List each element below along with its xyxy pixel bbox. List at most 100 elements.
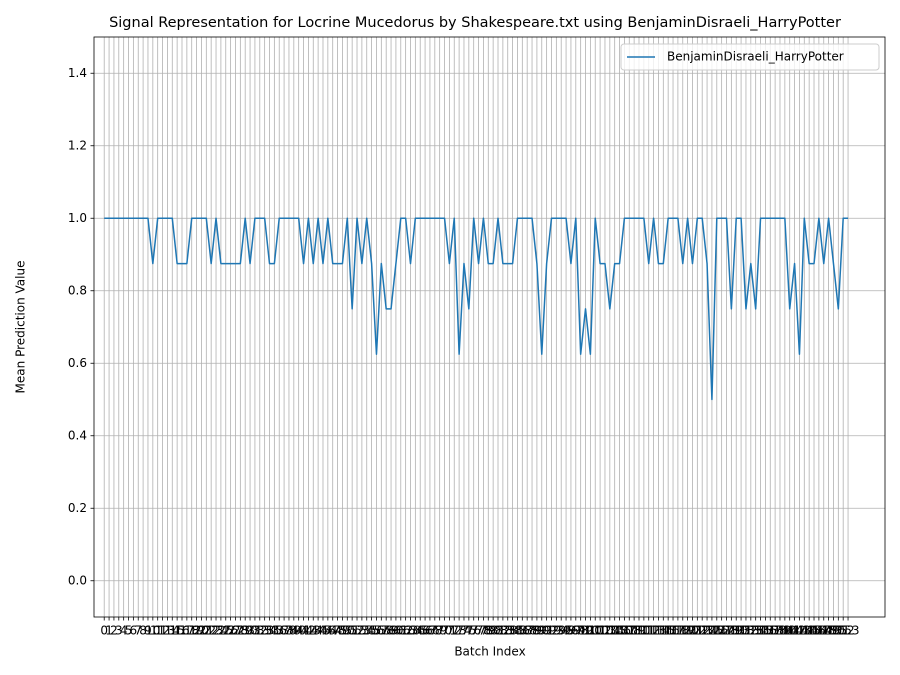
x-tick-label: 132 [735, 624, 758, 638]
x-tick-label: 75 [461, 624, 476, 638]
x-tick-label: 141 [778, 624, 801, 638]
x-tick-label: 124 [696, 624, 719, 638]
y-tick-label: 1.2 [68, 138, 87, 152]
y-tick-label: 0.6 [68, 356, 87, 370]
x-tick-label: 126 [705, 624, 728, 638]
y-tick-label: 0.0 [68, 573, 87, 587]
x-tick-label: 142 [783, 624, 806, 638]
x-tick-label: 147 [807, 624, 830, 638]
x-tick-label: 53 [354, 624, 369, 638]
x-tick-label: 88 [524, 624, 539, 638]
x-tick-label: 40 [291, 624, 306, 638]
x-tick-label: 63 [403, 624, 418, 638]
x-tick-label: 145 [798, 624, 821, 638]
x-tick-label: 70 [437, 624, 452, 638]
x-tick-label: 31 [247, 624, 262, 638]
x-tick-label: 90 [534, 624, 549, 638]
y-axis-label: Mean Prediction Value [14, 261, 28, 394]
x-tick-label: 42 [301, 624, 316, 638]
y-tick-label: 0.8 [68, 283, 87, 297]
x-tick-label: 23 [208, 624, 223, 638]
x-tick-label: 28 [233, 624, 248, 638]
x-tick-label: 29 [238, 624, 253, 638]
x-tick-label: 80 [486, 624, 501, 638]
x-tick-label: 36 [272, 624, 287, 638]
x-tick-label: 47 [325, 624, 340, 638]
x-tick-label: 43 [306, 624, 321, 638]
x-tick-label: 143 [788, 624, 811, 638]
x-tick-label: 39 [286, 624, 301, 638]
x-tick-label: 87 [520, 624, 535, 638]
x-tick-label: 0 [100, 624, 108, 638]
x-tick-label: 50 [340, 624, 355, 638]
x-tick-label: 135 [749, 624, 772, 638]
x-tick-label: 103 [594, 624, 617, 638]
x-tick-label: 95 [558, 624, 573, 638]
x-tick-label: 30 [242, 624, 257, 638]
chart-title: Signal Representation for Locrine Mucedo… [109, 15, 841, 31]
x-tick-label: 152 [832, 624, 855, 638]
x-tick-label: 150 [822, 624, 845, 638]
x-tick-label: 136 [754, 624, 777, 638]
x-tick-label: 97 [568, 624, 583, 638]
legend-box [620, 43, 880, 71]
x-tick-label: 27 [228, 624, 243, 638]
x-tick-label: 99 [578, 624, 593, 638]
x-tick-label: 51 [345, 624, 360, 638]
x-axis-label: Batch Index [454, 645, 525, 659]
x-tick-label: 68 [427, 624, 442, 638]
x-tick-label: 123 [691, 624, 714, 638]
x-tick-label: 84 [505, 624, 520, 638]
x-tick-label: 18 [184, 624, 199, 638]
legend: BenjaminDisraeli_HarryPotter [620, 43, 880, 71]
x-tick-label: 26 [223, 624, 238, 638]
x-tick-label: 33 [257, 624, 272, 638]
x-tick-label: 113 [642, 624, 665, 638]
x-tick-label: 85 [510, 624, 525, 638]
x-tick-label: 83 [500, 624, 515, 638]
x-tick-label: 107 [613, 624, 636, 638]
x-tick-label: 52 [349, 624, 364, 638]
x-tick-label: 8 [139, 624, 147, 638]
y-tick-label: 1.4 [68, 66, 87, 80]
x-tick-label: 69 [432, 624, 447, 638]
x-tick-label: 41 [296, 624, 311, 638]
x-tick-label: 104 [598, 624, 621, 638]
x-tick-label: 114 [647, 624, 670, 638]
x-tick-label: 4 [120, 624, 128, 638]
x-tick-label: 129 [720, 624, 743, 638]
x-tick-label: 108 [618, 624, 641, 638]
x-tick-label: 20 [194, 624, 209, 638]
x-tick-label: 64 [408, 624, 423, 638]
x-tick-label: 44 [310, 624, 325, 638]
x-tick-label: 66 [417, 624, 432, 638]
x-tick-label: 138 [764, 624, 787, 638]
x-tick-label: 89 [529, 624, 544, 638]
x-tick-label: 127 [710, 624, 733, 638]
x-tick-label: 128 [715, 624, 738, 638]
x-tick-label: 140 [773, 624, 796, 638]
x-tick-label: 32 [252, 624, 267, 638]
x-tick-label: 12 [155, 624, 170, 638]
x-tick-label: 48 [330, 624, 345, 638]
x-tick-label: 102 [589, 624, 612, 638]
x-tick-label: 92 [544, 624, 559, 638]
y-tick-label: 1.0 [68, 211, 87, 225]
x-tick-label: 93 [549, 624, 564, 638]
x-tick-label: 109 [623, 624, 646, 638]
x-tick-label: 86 [515, 624, 530, 638]
x-tick-label: 76 [466, 624, 481, 638]
x-tick-label: 56 [369, 624, 384, 638]
x-tick-label: 16 [174, 624, 189, 638]
x-tick-label: 100 [579, 624, 602, 638]
y-tick-label: 0.4 [68, 428, 87, 442]
x-tick-label: 98 [573, 624, 588, 638]
x-tick-label: 77 [471, 624, 486, 638]
x-tick-label: 125 [700, 624, 723, 638]
x-tick-label: 72 [447, 624, 462, 638]
x-tick-label: 6 [130, 624, 138, 638]
x-tick-label: 13 [160, 624, 175, 638]
x-tick-label: 117 [662, 624, 685, 638]
